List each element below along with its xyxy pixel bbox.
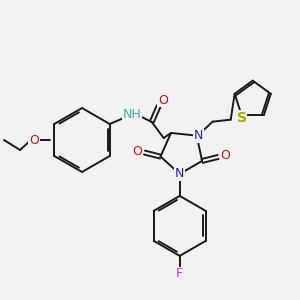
Text: S: S <box>237 111 247 125</box>
Text: O: O <box>133 145 142 158</box>
Text: N: N <box>194 129 203 142</box>
Text: O: O <box>158 94 168 106</box>
Text: F: F <box>176 267 183 280</box>
Text: NH: NH <box>122 107 141 121</box>
Text: O: O <box>220 149 230 162</box>
Text: O: O <box>29 134 39 146</box>
Text: N: N <box>175 167 184 180</box>
